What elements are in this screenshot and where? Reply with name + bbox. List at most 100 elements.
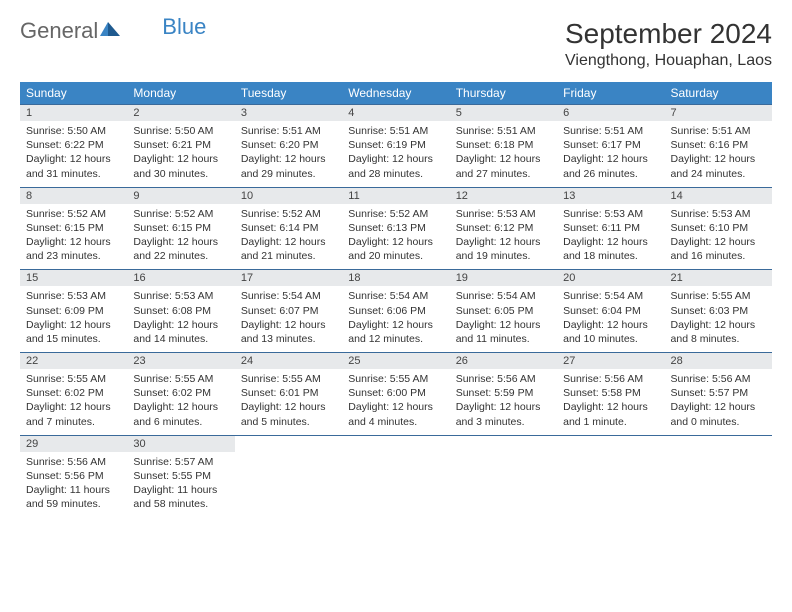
daylight-text: Daylight: 12 hours and 28 minutes. bbox=[348, 152, 443, 180]
detail-row: Sunrise: 5:50 AMSunset: 6:22 PMDaylight:… bbox=[20, 121, 772, 187]
day-detail-cell: Sunrise: 5:51 AMSunset: 6:20 PMDaylight:… bbox=[235, 121, 342, 187]
daylight-text: Daylight: 12 hours and 11 minutes. bbox=[456, 318, 551, 346]
detail-row: Sunrise: 5:53 AMSunset: 6:09 PM Daylight:… bbox=[20, 286, 772, 352]
day-number-cell: 2 bbox=[127, 105, 234, 122]
sunrise-text: Sunrise: 5:54 AM bbox=[348, 289, 443, 303]
day-number-cell: 8 bbox=[20, 187, 127, 204]
sunset-text: Sunset: 6:16 PM bbox=[671, 138, 766, 152]
daylight-text: Daylight: 12 hours and 6 minutes. bbox=[133, 400, 228, 428]
sunrise-text: Sunrise: 5:55 AM bbox=[133, 372, 228, 386]
day-detail-cell: Sunrise: 5:50 AMSunset: 6:21 PMDaylight:… bbox=[127, 121, 234, 187]
sunrise-text: Sunrise: 5:50 AM bbox=[133, 124, 228, 138]
sunrise-text: Sunrise: 5:52 AM bbox=[26, 207, 121, 221]
sunset-text: Sunset: 6:08 PM bbox=[133, 304, 228, 318]
daynum-row: 1234567 bbox=[20, 105, 772, 122]
location: Viengthong, Houaphan, Laos bbox=[565, 52, 772, 70]
day-detail-cell: Sunrise: 5:56 AMSunset: 5:58 PMDaylight:… bbox=[557, 369, 664, 435]
sunset-text: Sunset: 6:06 PM bbox=[348, 304, 443, 318]
weekday-header: Wednesday bbox=[342, 82, 449, 105]
day-detail-cell: Sunrise: 5:52 AMSunset: 6:15 PMDaylight:… bbox=[127, 204, 234, 270]
day-detail-cell: Sunrise: 5:53 AMSunset: 6:12 PMDaylight:… bbox=[450, 204, 557, 270]
day-number-cell: 13 bbox=[557, 187, 664, 204]
sunrise-text: Sunrise: 5:51 AM bbox=[348, 124, 443, 138]
daylight-text: Daylight: 12 hours and 13 minutes. bbox=[241, 318, 336, 346]
day-detail-cell: Sunrise: 5:55 AMSunset: 6:03 PMDaylight:… bbox=[665, 286, 772, 352]
day-detail-cell: Sunrise: 5:53 AMSunset: 6:11 PMDaylight:… bbox=[557, 204, 664, 270]
day-detail-cell: Sunrise: 5:54 AMSunset: 6:05 PMDaylight:… bbox=[450, 286, 557, 352]
sunset-text: Sunset: 6:11 PM bbox=[563, 221, 658, 235]
day-detail-cell bbox=[557, 452, 664, 518]
day-detail-cell: Sunrise: 5:53 AMSunset: 6:08 PMDaylight:… bbox=[127, 286, 234, 352]
sunrise-text: Sunrise: 5:56 AM bbox=[26, 455, 121, 469]
sunrise-text: Sunrise: 5:51 AM bbox=[671, 124, 766, 138]
sunrise-text: Sunrise: 5:50 AM bbox=[26, 124, 121, 138]
daylight-text: Daylight: 12 hours and 26 minutes. bbox=[563, 152, 658, 180]
sunset-text: Sunset: 6:12 PM bbox=[456, 221, 551, 235]
day-number-cell: 15 bbox=[20, 270, 127, 287]
day-number-cell bbox=[235, 435, 342, 452]
day-detail-cell bbox=[450, 452, 557, 518]
sunrise-text: Sunrise: 5:55 AM bbox=[671, 289, 766, 303]
sunrise-text: Sunrise: 5:53 AM bbox=[563, 207, 658, 221]
day-number-cell: 14 bbox=[665, 187, 772, 204]
sunrise-text: Sunrise: 5:53 AM bbox=[26, 289, 121, 303]
day-detail-cell: Sunrise: 5:53 AMSunset: 6:10 PMDaylight:… bbox=[665, 204, 772, 270]
daylight-text: Daylight: 12 hours and 19 minutes. bbox=[456, 235, 551, 263]
daylight-text: Daylight: 12 hours and 16 minutes. bbox=[671, 235, 766, 263]
sunrise-text: Sunrise: 5:53 AM bbox=[671, 207, 766, 221]
day-number-cell: 6 bbox=[557, 105, 664, 122]
day-number-cell bbox=[665, 435, 772, 452]
day-detail-cell: Sunrise: 5:56 AMSunset: 5:56 PMDaylight:… bbox=[20, 452, 127, 518]
day-number-cell: 29 bbox=[20, 435, 127, 452]
daylight-text: Daylight: 12 hours and 7 minutes. bbox=[26, 400, 121, 428]
day-detail-cell bbox=[665, 452, 772, 518]
daylight-text: Daylight: 11 hours and 59 minutes. bbox=[26, 483, 121, 511]
daylight-text: Daylight: 12 hours and 3 minutes. bbox=[456, 400, 551, 428]
daylight-text: Daylight: 12 hours and 0 minutes. bbox=[671, 400, 766, 428]
sunset-text: Sunset: 5:59 PM bbox=[456, 386, 551, 400]
day-detail-cell: Sunrise: 5:54 AMSunset: 6:07 PMDaylight:… bbox=[235, 286, 342, 352]
day-number-cell: 16 bbox=[127, 270, 234, 287]
daylight-text: Daylight: 12 hours and 10 minutes. bbox=[563, 318, 658, 346]
weekday-header: Tuesday bbox=[235, 82, 342, 105]
sunset-text: Sunset: 6:15 PM bbox=[133, 221, 228, 235]
daylight-text: Daylight: 12 hours and 1 minute. bbox=[563, 400, 658, 428]
day-detail-cell: Sunrise: 5:56 AMSunset: 5:59 PMDaylight:… bbox=[450, 369, 557, 435]
weekday-header-row: Sunday Monday Tuesday Wednesday Thursday… bbox=[20, 82, 772, 105]
sunrise-text: Sunrise: 5:54 AM bbox=[563, 289, 658, 303]
daylight-text: Daylight: 12 hours and 8 minutes. bbox=[671, 318, 766, 346]
day-detail-cell: Sunrise: 5:57 AMSunset: 5:55 PMDaylight:… bbox=[127, 452, 234, 518]
sunset-text: Sunset: 6:22 PM bbox=[26, 138, 121, 152]
sunset-text: Sunset: 6:05 PM bbox=[456, 304, 551, 318]
day-number-cell: 22 bbox=[20, 353, 127, 370]
sunrise-text: Sunrise: 5:51 AM bbox=[456, 124, 551, 138]
sunset-text: Sunset: 6:09 PM bbox=[26, 304, 121, 318]
day-number-cell: 1 bbox=[20, 105, 127, 122]
sunset-text: Sunset: 6:03 PM bbox=[671, 304, 766, 318]
day-number-cell bbox=[342, 435, 449, 452]
day-number-cell: 24 bbox=[235, 353, 342, 370]
daylight-text: Daylight: 12 hours and 20 minutes. bbox=[348, 235, 443, 263]
day-number-cell: 26 bbox=[450, 353, 557, 370]
logo: General Blue bbox=[20, 18, 206, 44]
day-number-cell: 7 bbox=[665, 105, 772, 122]
day-number-cell: 20 bbox=[557, 270, 664, 287]
day-number-cell: 28 bbox=[665, 353, 772, 370]
day-detail-cell bbox=[342, 452, 449, 518]
sunset-text: Sunset: 6:02 PM bbox=[133, 386, 228, 400]
sunset-text: Sunset: 6:10 PM bbox=[671, 221, 766, 235]
sunrise-text: Sunrise: 5:52 AM bbox=[241, 207, 336, 221]
sunrise-text: Sunrise: 5:56 AM bbox=[456, 372, 551, 386]
sunset-text: Sunset: 6:21 PM bbox=[133, 138, 228, 152]
day-detail-cell: Sunrise: 5:51 AMSunset: 6:16 PMDaylight:… bbox=[665, 121, 772, 187]
day-number-cell: 17 bbox=[235, 270, 342, 287]
sunrise-text: Sunrise: 5:51 AM bbox=[563, 124, 658, 138]
day-number-cell: 5 bbox=[450, 105, 557, 122]
sunset-text: Sunset: 6:01 PM bbox=[241, 386, 336, 400]
daylight-text: Daylight: 12 hours and 24 minutes. bbox=[671, 152, 766, 180]
daylight-text: Daylight: 12 hours and 21 minutes. bbox=[241, 235, 336, 263]
day-detail-cell: Sunrise: 5:55 AMSunset: 6:01 PMDaylight:… bbox=[235, 369, 342, 435]
day-detail-cell: Sunrise: 5:56 AMSunset: 5:57 PMDaylight:… bbox=[665, 369, 772, 435]
sunset-text: Sunset: 6:15 PM bbox=[26, 221, 121, 235]
day-detail-cell: Sunrise: 5:50 AMSunset: 6:22 PMDaylight:… bbox=[20, 121, 127, 187]
